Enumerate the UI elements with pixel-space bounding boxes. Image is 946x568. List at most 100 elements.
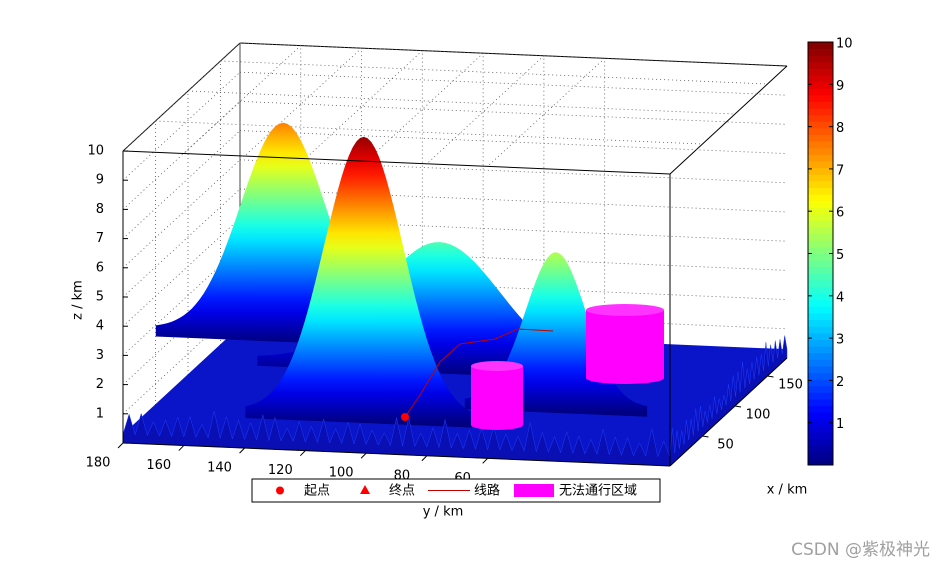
colorbar-cell bbox=[808, 299, 833, 307]
grid-line bbox=[239, 101, 788, 125]
z-tick-label: 10 bbox=[87, 144, 104, 159]
y-tick-label: 140 bbox=[207, 461, 232, 476]
colorbar-cell bbox=[808, 108, 833, 116]
grid-line bbox=[239, 217, 788, 242]
y-tick-label: 120 bbox=[268, 463, 293, 478]
grid-line bbox=[122, 42, 241, 152]
legend-label: 终点 bbox=[389, 483, 415, 499]
colorbar-tick-label: 2 bbox=[836, 375, 844, 390]
obstacle-body bbox=[471, 366, 523, 425]
colorbar-cell bbox=[808, 194, 833, 202]
obstacle-top bbox=[586, 304, 664, 316]
x-tick-label: 150 bbox=[778, 378, 803, 393]
colorbar-cell bbox=[808, 75, 833, 83]
colorbar-cell bbox=[808, 319, 833, 327]
grid-line bbox=[239, 42, 788, 67]
plot-area bbox=[122, 42, 788, 467]
y-tick bbox=[299, 450, 306, 457]
colorbar-cell bbox=[808, 445, 833, 453]
y-tick bbox=[178, 445, 185, 451]
route bbox=[404, 328, 554, 418]
y-tick bbox=[482, 457, 489, 464]
colorbar-cell bbox=[808, 42, 833, 50]
obstacle-body bbox=[586, 310, 664, 378]
colorbar-cell bbox=[808, 392, 833, 400]
axis-line bbox=[122, 442, 671, 467]
colorbar-cell bbox=[808, 332, 833, 340]
grid-line bbox=[122, 188, 241, 298]
colorbar-cell bbox=[808, 114, 833, 122]
colorbar-cell bbox=[808, 61, 833, 69]
colorbar-cell bbox=[808, 147, 833, 155]
colorbar-cell bbox=[808, 431, 833, 440]
grid-line bbox=[239, 130, 788, 154]
start-point bbox=[401, 413, 409, 421]
surface-noise bbox=[122, 410, 671, 467]
colorbar-cell bbox=[808, 339, 833, 347]
grid-line bbox=[239, 159, 788, 184]
colorbar-cell bbox=[808, 418, 833, 426]
colorbar-cell bbox=[808, 174, 833, 182]
y-tick bbox=[360, 452, 367, 459]
legend: 起点 终点 线路 无法通行区域 bbox=[251, 478, 661, 503]
colorbar-cell bbox=[808, 365, 833, 373]
colorbar-cell bbox=[808, 398, 833, 407]
box-edge bbox=[122, 150, 671, 175]
x-tick bbox=[767, 375, 774, 378]
x-tick bbox=[702, 435, 709, 438]
x-tick-label: 50 bbox=[717, 438, 734, 453]
grid-line bbox=[305, 50, 423, 159]
colorbar-cell bbox=[808, 220, 833, 228]
grid-line bbox=[487, 58, 605, 167]
colorbar-cell bbox=[808, 227, 833, 235]
y-tick-label: 180 bbox=[86, 456, 111, 471]
z-axis-label: z / km bbox=[71, 280, 86, 320]
y-axis-label: y / km bbox=[423, 505, 464, 520]
colorbar-cell bbox=[808, 405, 833, 413]
colorbar-cell bbox=[808, 127, 833, 136]
z-tick-label: 9 bbox=[96, 173, 104, 188]
colorbar-cell bbox=[808, 134, 833, 142]
colorbar-tick-label: 4 bbox=[836, 290, 844, 305]
colorbar-cell bbox=[808, 48, 833, 56]
obstacle bbox=[586, 304, 664, 384]
grid-line bbox=[183, 45, 302, 154]
colorbar-cell bbox=[808, 121, 833, 129]
grid-line bbox=[239, 247, 788, 271]
colorbar-cell bbox=[808, 438, 833, 446]
colorbar-cell bbox=[808, 359, 833, 367]
peak bbox=[245, 136, 483, 428]
colorbar-cell bbox=[808, 326, 833, 334]
grid-line bbox=[365, 52, 484, 162]
z-tick-label: 7 bbox=[96, 231, 104, 246]
grid-line bbox=[426, 55, 545, 165]
colorbar-cell bbox=[808, 253, 833, 261]
colorbar-cell bbox=[808, 154, 833, 162]
grid-line bbox=[239, 305, 788, 330]
box-edge bbox=[239, 42, 788, 67]
grid-line bbox=[187, 90, 736, 115]
legend-marker bbox=[276, 486, 284, 495]
colorbar-cell bbox=[808, 286, 833, 294]
obstacle-top bbox=[471, 361, 523, 371]
x-tick-label: 100 bbox=[746, 408, 771, 423]
box-edge bbox=[122, 42, 241, 152]
legend-label: 起点 bbox=[304, 484, 330, 499]
obstacle-bottom bbox=[471, 420, 523, 430]
grid-line bbox=[239, 276, 788, 300]
colorbar-cell bbox=[808, 372, 833, 380]
colorbar-cell bbox=[808, 94, 833, 102]
colorbar-cell bbox=[808, 352, 833, 360]
grid-line bbox=[155, 120, 703, 145]
z-tick-label: 3 bbox=[96, 348, 104, 363]
legend-marker bbox=[360, 485, 370, 494]
colorbar-tick-label: 3 bbox=[836, 333, 844, 348]
legend-patch bbox=[514, 484, 554, 497]
obstacle-bottom bbox=[586, 372, 664, 384]
y-tick-label: 100 bbox=[329, 466, 354, 481]
y-tick bbox=[239, 447, 245, 454]
colorbar-cell bbox=[808, 240, 833, 248]
colorbar-cell bbox=[808, 88, 833, 96]
